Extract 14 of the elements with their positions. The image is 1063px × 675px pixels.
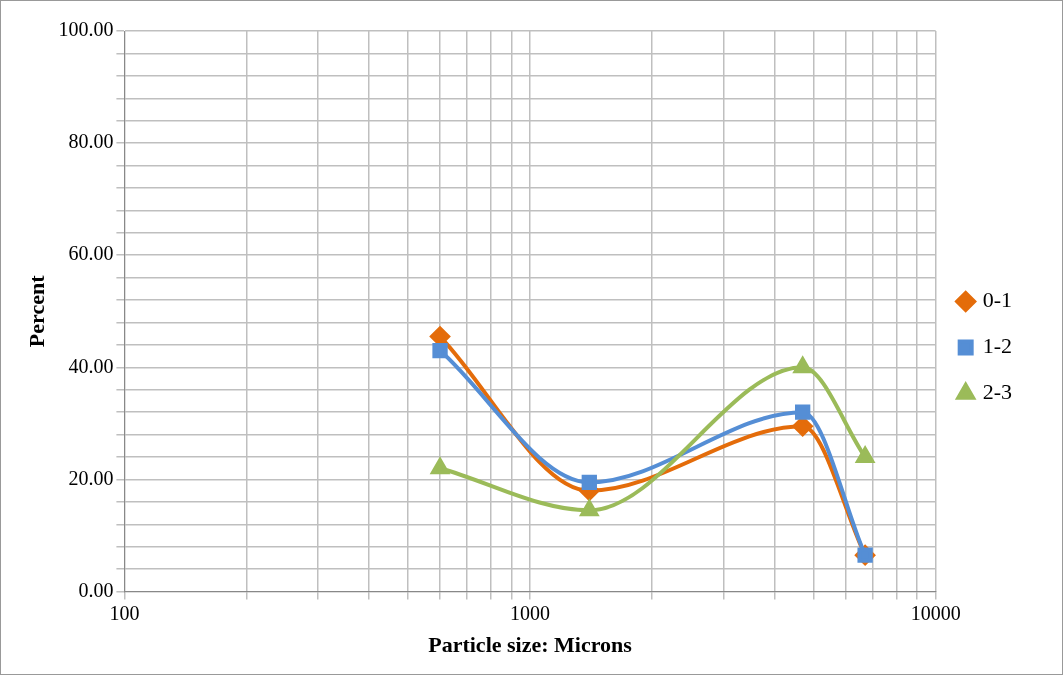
y-tick-label: 80.00	[68, 130, 114, 153]
legend-label: 2-3	[982, 379, 1012, 405]
y-tick-label: 0.00	[78, 578, 114, 601]
x-axis-title: Particle size: Microns	[428, 632, 633, 658]
y-axis-title: Percent	[23, 274, 49, 348]
legend-label: 0-1	[982, 287, 1012, 313]
x-tick-label: 1000	[510, 601, 551, 624]
y-tick-label: 100.00	[58, 18, 114, 41]
y-tick-label: 20.00	[68, 466, 114, 489]
y-tick-label: 40.00	[68, 354, 114, 377]
legend-label: 1-2	[982, 333, 1012, 359]
x-tick-label: 100	[109, 601, 140, 624]
x-tick-label: 10000	[910, 601, 961, 624]
y-tick-label: 60.00	[68, 242, 114, 265]
